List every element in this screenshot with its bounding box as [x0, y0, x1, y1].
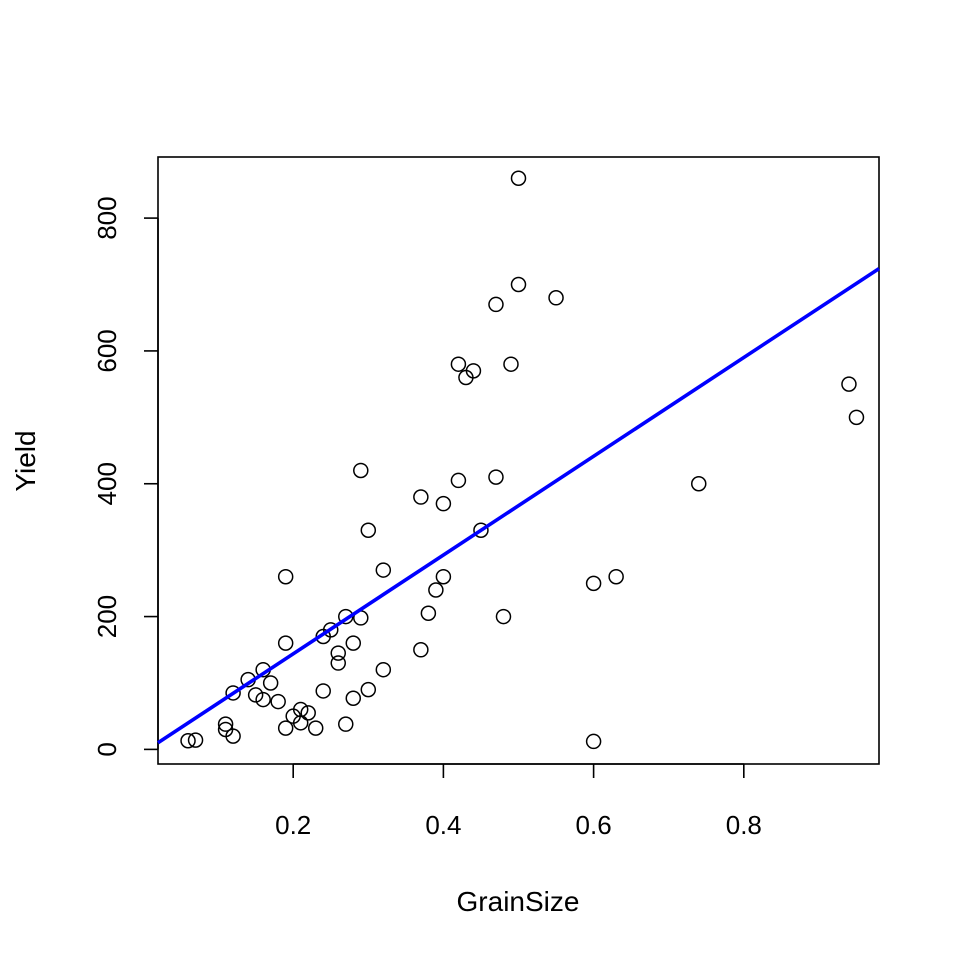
data-point: [338, 716, 354, 732]
data-point: [450, 356, 467, 372]
data-point: [277, 568, 294, 585]
x-tick-label: 0.4: [425, 810, 461, 840]
line-layer: [157, 267, 880, 745]
points-layer: [180, 170, 865, 750]
regression-line: [157, 267, 880, 745]
data-point: [353, 462, 369, 479]
data-point: [270, 693, 286, 710]
data-point: [345, 690, 362, 707]
data-point: [300, 705, 316, 721]
data-point: [420, 605, 437, 621]
data-point: [608, 568, 624, 585]
data-point: [488, 296, 504, 313]
data-point: [255, 691, 271, 708]
data-point: [360, 522, 377, 538]
data-point: [585, 575, 602, 592]
x-axis: 0.2 0.4 0.6 0.8: [275, 763, 762, 840]
data-point: [225, 728, 241, 744]
data-point: [375, 661, 392, 678]
data-point: [217, 716, 234, 732]
data-point: [465, 363, 482, 379]
data-point: [585, 733, 602, 750]
data-point: [330, 645, 346, 661]
x-tick-label: 0.8: [726, 810, 762, 840]
data-point: [277, 720, 294, 736]
data-point: [225, 685, 241, 701]
data-point: [322, 622, 339, 638]
data-point: [495, 608, 512, 625]
y-tick-label: 400: [92, 462, 122, 505]
data-point: [375, 562, 392, 578]
data-point: [488, 469, 504, 485]
data-point: [450, 472, 467, 489]
data-point: [848, 409, 865, 426]
data-point: [277, 635, 294, 651]
data-point: [413, 642, 429, 658]
y-tick-label: 600: [92, 329, 122, 372]
data-point: [548, 290, 564, 306]
data-point: [435, 568, 452, 585]
data-point: [413, 489, 429, 505]
data-point: [510, 276, 527, 293]
x-axis-label: GrainSize: [457, 886, 580, 917]
data-point: [503, 356, 519, 372]
data-point: [473, 522, 489, 538]
data-point: [247, 687, 264, 703]
data-point: [360, 681, 377, 698]
x-tick-label: 0.2: [275, 810, 311, 840]
data-point: [345, 635, 362, 651]
data-point: [262, 675, 279, 691]
data-point: [180, 733, 196, 749]
y-tick-label: 0: [92, 742, 122, 756]
data-point: [841, 376, 857, 392]
data-point: [691, 475, 707, 492]
data-point: [187, 732, 204, 748]
data-point: [330, 655, 346, 671]
y-axis-label: Yield: [10, 430, 41, 491]
data-point: [510, 170, 527, 187]
data-point: [428, 582, 444, 598]
y-axis: 0 200 400 600 800: [92, 196, 159, 757]
data-point: [315, 683, 331, 699]
data-point: [307, 720, 324, 736]
y-tick-label: 200: [92, 595, 122, 638]
data-point: [292, 715, 309, 731]
y-tick-label: 800: [92, 196, 122, 239]
data-point: [435, 495, 452, 512]
x-tick-label: 0.6: [576, 810, 612, 840]
